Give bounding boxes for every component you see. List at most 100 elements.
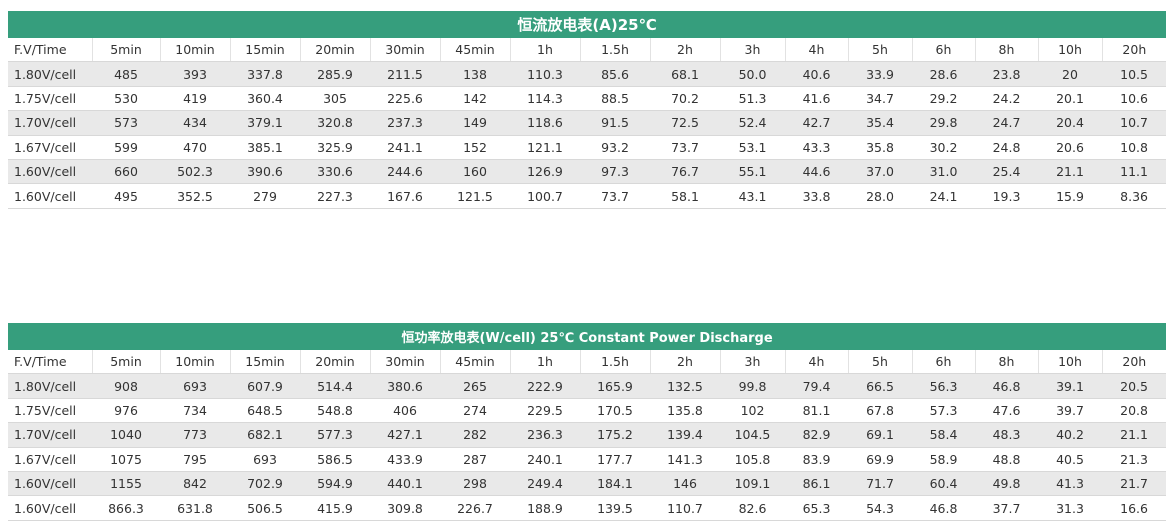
cell: 23.8 <box>975 61 1038 87</box>
cell: 47.6 <box>975 398 1038 424</box>
cell: 184.1 <box>580 471 650 497</box>
cell: 530 <box>92 86 160 112</box>
cell: 21.7 <box>1102 471 1167 497</box>
header-cell: 5h <box>848 350 913 375</box>
cell: 282 <box>440 422 510 448</box>
cell: 118.6 <box>510 110 580 136</box>
cell: 53.1 <box>720 135 785 160</box>
cell: 352.5 <box>160 183 230 209</box>
cell: 470 <box>160 135 230 160</box>
cell: 236.3 <box>510 422 580 448</box>
header-cell: 5min <box>92 350 161 375</box>
cell: 241.1 <box>370 135 440 160</box>
cell: 104.5 <box>720 422 785 448</box>
header-cell: 30min <box>370 350 441 375</box>
cell: 37.7 <box>975 495 1038 521</box>
cell: 39.7 <box>1038 398 1102 424</box>
data-row: 1.75V/cell 530 419 360.4 305 225.6 142 114.3 88.… <box>8 86 1167 112</box>
data-row: 1.60V/cell 1155 842 702.9 594.9 440.1 298 249.4… <box>8 471 1167 497</box>
row-label: 1.75V/cell <box>8 86 92 112</box>
data-row: 1.70V/cell 1040 773 682.1 577.3 427.1 282 236.3… <box>8 422 1167 448</box>
cell: 244.6 <box>370 159 440 185</box>
header-cell: 10min <box>160 38 231 63</box>
cell: 330.6 <box>300 159 370 185</box>
cell: 167.6 <box>370 183 440 209</box>
data-row: 1.60V/cell 495 352.5 279 227.3 167.6 121.5 100.… <box>8 183 1167 209</box>
cell: 337.8 <box>230 61 300 87</box>
cell: 599 <box>92 135 160 160</box>
cell: 82.6 <box>720 495 785 521</box>
cell: 866.3 <box>92 495 160 521</box>
header-cell: 8h <box>975 350 1039 375</box>
data-row: 1.67V/cell 599 470 385.1 325.9 241.1 152 121.1 9… <box>8 135 1167 160</box>
cell: 138 <box>440 61 510 87</box>
cell: 433.9 <box>370 447 440 472</box>
row-label: 1.75V/cell <box>8 398 92 424</box>
cell: 274 <box>440 398 510 424</box>
cell: 842 <box>160 471 230 497</box>
cell: 69.9 <box>848 447 912 472</box>
header-cell: 4h <box>785 38 849 63</box>
cell: 39.1 <box>1038 373 1102 399</box>
cell: 58.1 <box>650 183 720 209</box>
cell: 693 <box>230 447 300 472</box>
cell: 33.9 <box>848 61 912 87</box>
cell: 285.9 <box>300 61 370 87</box>
row-label: 1.60V/cell <box>8 159 92 185</box>
cell: 142 <box>440 86 510 112</box>
cell: 70.2 <box>650 86 720 112</box>
cell: 15.9 <box>1038 183 1102 209</box>
cell: 298 <box>440 471 510 497</box>
row-label: 1.70V/cell <box>8 110 92 136</box>
cell: 82.9 <box>785 422 848 448</box>
row-label: 1.60V/cell <box>8 183 92 209</box>
cell: 34.7 <box>848 86 912 112</box>
header-row: F.V/Time 5min 10min 15min 20min 30min 45min 1h 1… <box>8 38 1167 63</box>
header-cell: 1h <box>510 38 581 63</box>
cell: 43.1 <box>720 183 785 209</box>
cell: 43.3 <box>785 135 848 160</box>
cell: 29.8 <box>912 110 975 136</box>
header-cell: 10h <box>1038 38 1103 63</box>
header-cell: 45min <box>440 38 511 63</box>
header-cell: 45min <box>440 350 511 375</box>
cell: 41.6 <box>785 86 848 112</box>
cell: 485 <box>92 61 160 87</box>
cell: 10.7 <box>1102 110 1167 136</box>
table-title: 恒流放电表(A)25℃ <box>8 11 1167 38</box>
cell: 225.6 <box>370 86 440 112</box>
cell: 385.1 <box>230 135 300 160</box>
row-label: 1.70V/cell <box>8 422 92 448</box>
cell: 237.3 <box>370 110 440 136</box>
cell: 114.3 <box>510 86 580 112</box>
cell: 514.4 <box>300 373 370 399</box>
cell: 19.3 <box>975 183 1038 209</box>
cell: 139.4 <box>650 422 720 448</box>
cell: 73.7 <box>580 183 650 209</box>
cell: 88.5 <box>580 86 650 112</box>
cell: 265 <box>440 373 510 399</box>
cell: 139.5 <box>580 495 650 521</box>
cell: 177.7 <box>580 447 650 472</box>
cell: 20.5 <box>1102 373 1167 399</box>
cell: 20.4 <box>1038 110 1102 136</box>
cell: 73.7 <box>650 135 720 160</box>
cell: 69.1 <box>848 422 912 448</box>
cell: 81.1 <box>785 398 848 424</box>
cell: 188.9 <box>510 495 580 521</box>
cell: 393 <box>160 61 230 87</box>
cell: 42.7 <box>785 110 848 136</box>
header-cell: 5min <box>92 38 161 63</box>
header-cell: 2h <box>650 350 721 375</box>
cell: 434 <box>160 110 230 136</box>
cell: 976 <box>92 398 160 424</box>
cell: 20.8 <box>1102 398 1167 424</box>
row-label: 1.60V/cell <box>8 471 92 497</box>
cell: 20.6 <box>1038 135 1102 160</box>
title-row: 恒功率放电表(W/cell) 25℃ Constant Power Discha… <box>8 323 1167 350</box>
cell: 40.5 <box>1038 447 1102 472</box>
cell: 68.1 <box>650 61 720 87</box>
header-cell: 8h <box>975 38 1039 63</box>
cell: 46.8 <box>975 373 1038 399</box>
